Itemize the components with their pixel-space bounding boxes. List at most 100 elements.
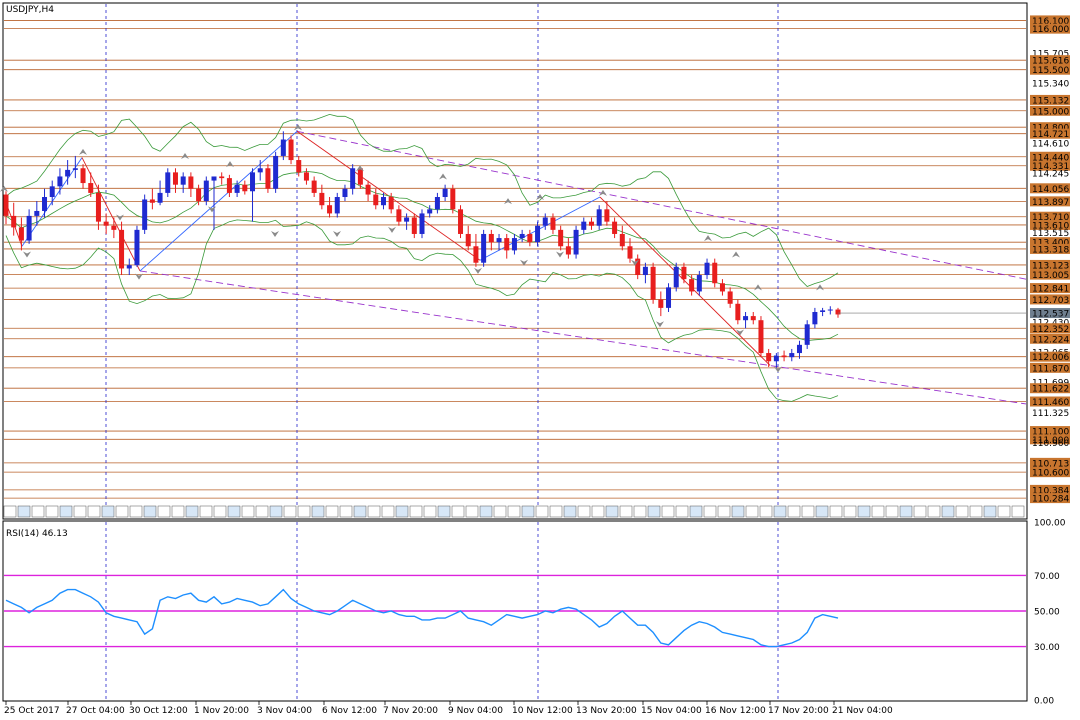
time-strip-cell [955,505,969,518]
time-strip-cell [885,505,899,518]
time-strip-cell [87,505,101,518]
time-strip-cell [815,505,829,518]
candle-body [450,188,456,210]
candle-body [211,176,217,181]
candle-body [65,169,71,177]
price-level-box [1030,237,1070,248]
candle-body [581,221,587,230]
time-strip-cell [983,505,997,518]
candle-body [296,160,302,173]
price-level-box [1030,323,1070,334]
candle-body [3,194,9,216]
price-tick-label: 111.325 [1032,409,1069,419]
candle-body [18,227,24,241]
price-level-box [1030,294,1070,305]
candle-body [196,188,202,202]
time-strip-cell [521,505,535,518]
price-tick-label: 113.400 [1032,239,1069,249]
fractal-marker [79,148,87,155]
candle-body [226,178,232,193]
candle-body [288,139,294,161]
candle-body [334,197,340,214]
time-strip-cell [535,505,549,518]
fractal-marker [704,235,712,242]
candle-body [619,233,625,247]
candle-body [80,168,86,184]
candle-body [612,221,618,234]
candle-body [188,176,194,189]
candle-body [504,238,510,251]
time-strip-cell [157,505,171,518]
candle-body [72,168,78,170]
fractal-marker [599,189,607,196]
candle-body [658,299,664,308]
candle-body [34,210,40,216]
rsi-line [5,588,839,648]
time-strip-cell [745,505,759,518]
candle-body [773,355,779,362]
candle-body [458,209,464,234]
time-label-strip [3,505,1025,518]
candle-body [42,197,48,211]
time-strip-cell [605,505,619,518]
candle-body [388,197,394,210]
fractal-marker [520,259,528,266]
main-panel [2,2,1028,520]
candle-body [673,266,679,288]
candle-body [758,320,764,354]
price-tick-label: 113.897 [1032,198,1069,208]
candle-body [596,209,602,226]
fractal-marker [439,173,447,180]
time-tick-label: 3 Nov 04:00 [257,706,312,716]
time-tick-label: 13 Nov 20:00 [576,706,637,716]
time-strip-cell [297,505,311,518]
time-strip-cell [661,505,675,518]
price-tick-label: 114.245 [1032,169,1069,179]
price-tick-label: 111.460 [1032,398,1069,408]
candle-body [57,176,63,187]
price-tick-label: 111.100 [1032,428,1069,438]
time-tick-label: 1 Nov 20:00 [194,706,249,716]
time-strip-cell [997,505,1011,518]
candle-body [327,205,333,214]
channel-upper-line [296,130,1027,280]
price-tick-label: 112.224 [1032,335,1069,345]
rsi-series [4,574,1026,648]
candle-body [88,183,94,193]
time-tick-label: 30 Oct 12:00 [129,706,188,716]
price-level-box [1030,259,1070,270]
fractal-marker [504,198,512,205]
price-tick-label: 115.132 [1032,96,1069,106]
candle-body [319,192,325,206]
candle-body [650,266,656,300]
fractal-marker [388,226,396,233]
time-tick-label: 17 Nov 20:00 [768,706,829,716]
candle-body [257,168,263,173]
time-strip-cell [619,505,633,518]
candle-body [535,225,541,243]
candle-body [180,176,186,185]
candle-body [357,168,363,185]
price-level-box [1030,128,1070,139]
rsi-axis: 100.00 70.00 50.00 30.00 0.00 [1026,519,1066,707]
time-strip-cell [689,505,703,518]
candle-body [95,192,101,222]
candle-body [604,209,610,222]
price-tick-label: 112.352 [1032,325,1069,335]
price-level-box [1030,383,1070,394]
current-price-box [1030,308,1070,319]
fractal-marker [556,251,564,258]
candle-body [172,172,178,185]
time-strip-cell [759,505,773,518]
fractal-marker [294,124,302,131]
price-level-box [1030,493,1070,504]
price-tick-label: 110.600 [1032,469,1069,479]
price-tick-label: 116.000 [1032,25,1069,35]
candle-body [750,316,756,321]
candle-body [280,139,286,156]
candle-body [511,238,517,251]
candle-body [250,172,256,192]
time-strip-cell [1011,505,1025,518]
candle-body [411,217,417,234]
